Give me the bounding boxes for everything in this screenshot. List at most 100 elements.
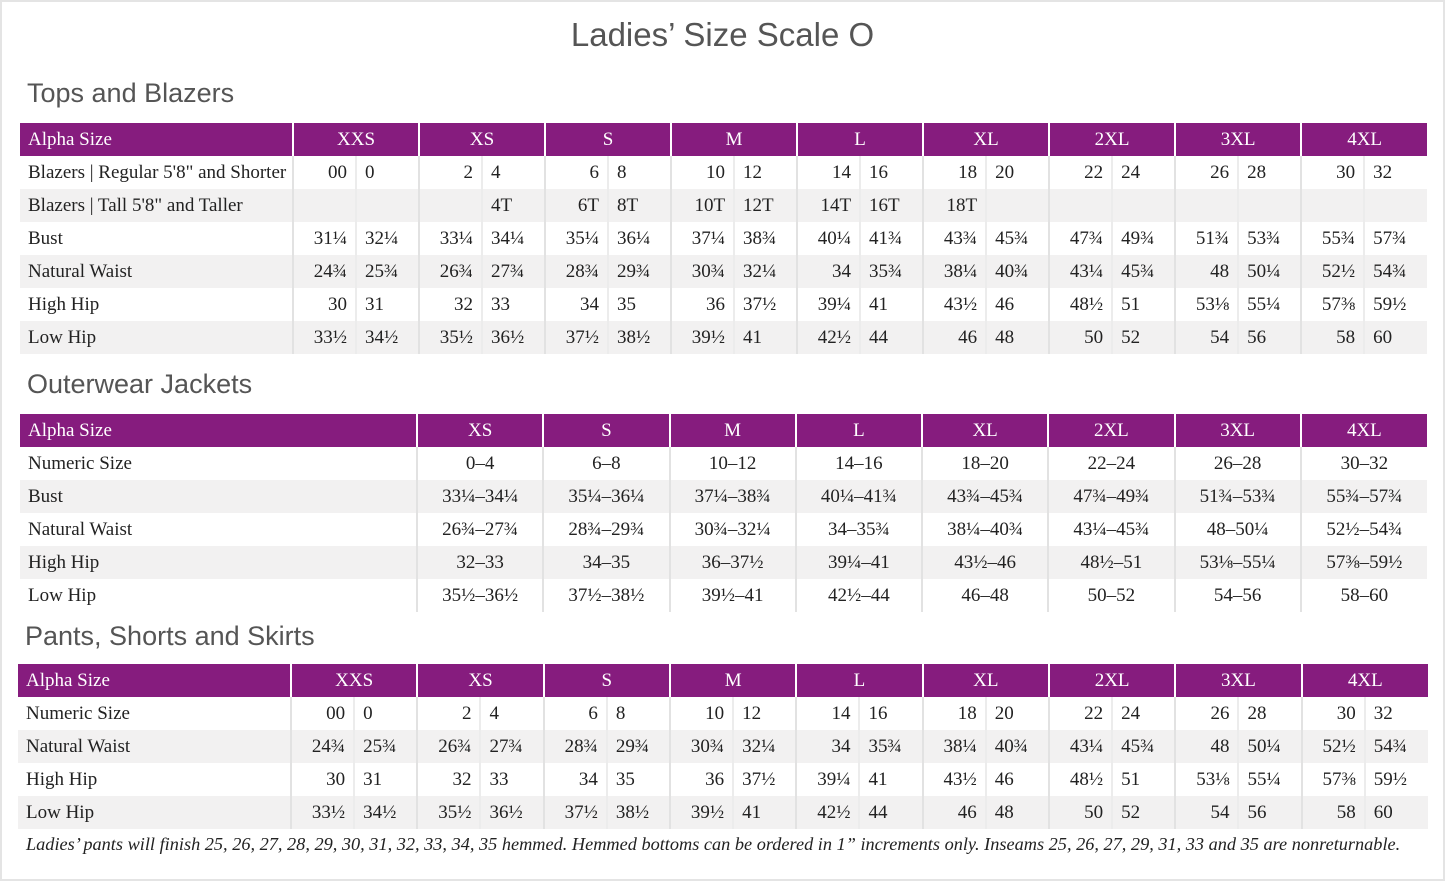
size-value-cell: 41¾ xyxy=(859,222,924,255)
size-column-header: S xyxy=(542,414,670,447)
size-value-cell: 34 xyxy=(544,288,609,321)
size-column-header: 3XL xyxy=(1174,664,1302,697)
section-heading-outerwear: Outerwear Jackets xyxy=(27,369,253,399)
size-column-header: 2XL xyxy=(1047,414,1175,447)
size-value-cell: 35¾ xyxy=(859,255,924,288)
size-value-cell: 36 xyxy=(668,763,734,796)
size-value-cell: 49¾ xyxy=(1111,222,1176,255)
table-row: Bust 31¼ 32¼ 33¼ 34¼ 35¼ 36¼ 37¼ 38¾ 40¼ 41¾ 43¾ 45¾… xyxy=(20,222,1428,255)
size-column-header: XXS xyxy=(289,664,418,697)
size-value-cell: 32 xyxy=(1363,156,1428,189)
size-value-cell: 14–16 xyxy=(794,447,922,480)
size-value-cell: 44 xyxy=(859,321,924,354)
size-value-cell xyxy=(985,189,1050,222)
size-value-cell: 43¼ xyxy=(1048,255,1113,288)
size-value-cell: 42½ xyxy=(795,796,860,829)
size-value-cell: 38¼ xyxy=(922,255,987,288)
size-value-cell: 58–60 xyxy=(1299,579,1427,612)
header-row: Alpha Size XXS XS S M L XL 2XL 3XL 4XL xyxy=(20,123,1428,156)
size-value-cell: 16T xyxy=(859,189,924,222)
tops-size-table: Alpha Size XXS XS S M L XL 2XL 3XL 4XL Blazers | R… xyxy=(20,123,1428,354)
size-value-cell: 35½ xyxy=(418,321,483,354)
size-value-cell: 43¼–45¾ xyxy=(1047,513,1175,546)
size-value-cell: 2 xyxy=(418,156,483,189)
size-column-header: XS xyxy=(418,123,546,156)
size-value-cell: 41 xyxy=(733,321,798,354)
size-value-cell: 46–48 xyxy=(920,579,1049,612)
size-value-cell: 33½ xyxy=(292,321,356,354)
size-value-cell: 32 xyxy=(1363,697,1428,730)
size-value-cell: 59½ xyxy=(1363,763,1428,796)
row-label: Low Hip xyxy=(18,796,291,829)
size-value-cell: 35¼ xyxy=(544,222,609,255)
size-value-cell: 28 xyxy=(1237,697,1302,730)
size-value-cell: 57⅜ xyxy=(1300,763,1365,796)
size-value-cell: 28¾–29¾ xyxy=(542,513,670,546)
table-row: High Hip 30 31 32 33 34 35 36 37½ 39¼ 41 43½ 46 48½ 51… xyxy=(18,763,1428,796)
size-value-cell: 54 xyxy=(1174,796,1239,829)
size-value-cell: 35¼–36¼ xyxy=(542,480,670,513)
size-value-cell: 39¼ xyxy=(796,288,861,321)
size-value-cell: 44 xyxy=(858,796,923,829)
size-value-cell: 25¾ xyxy=(354,255,420,288)
size-value-cell: 24 xyxy=(1111,697,1176,730)
size-value-cell: 55¾ xyxy=(1300,222,1365,255)
table-row: Natural Waist 24¾ 25¾ 26¾ 27¾ 28¾ 29¾ 30¾ 32¼ 34 3… xyxy=(20,255,1428,288)
size-value-cell: 14 xyxy=(796,156,861,189)
table-row: Low Hip 35½–36½ 37½–38½ 39½–41 42½–44 46–48 50… xyxy=(20,579,1427,612)
size-value-cell: 34¼ xyxy=(481,222,546,255)
size-value-cell: 30¾ xyxy=(670,255,735,288)
size-value-cell: 39½ xyxy=(668,796,734,829)
row-label: Bust xyxy=(28,227,63,249)
size-value-cell: 52½–54¾ xyxy=(1299,513,1427,546)
size-value-cell: 55¼ xyxy=(1237,288,1302,321)
row-label: Bust xyxy=(20,480,417,513)
size-value-cell: 18–20 xyxy=(920,447,1049,480)
size-value-cell xyxy=(1048,189,1113,222)
size-value-cell: 8 xyxy=(607,156,672,189)
size-value-cell: 40¾ xyxy=(984,730,1049,763)
size-value-cell: 51¾–53¾ xyxy=(1173,480,1301,513)
size-value-cell: 38½ xyxy=(605,796,670,829)
size-value-cell: 37½ xyxy=(544,321,609,354)
size-value-cell: 37½ xyxy=(542,796,607,829)
size-value-cell: 38¼–40¾ xyxy=(920,513,1049,546)
row-label: Blazers | Tall 5'8" and Taller xyxy=(20,189,293,222)
size-value-cell xyxy=(1363,189,1428,222)
size-value-cell: 26¾ xyxy=(418,255,483,288)
size-value-cell: 16 xyxy=(859,156,924,189)
row-label: Numeric Size xyxy=(28,452,132,474)
size-value-cell: 60 xyxy=(1363,321,1428,354)
size-value-cell: 35¾ xyxy=(858,730,923,763)
table-row: Natural Waist 24¾ 25¾ 26¾ 27¾ 28¾ 29¾ 30¾ 32¼ 34 3… xyxy=(18,730,1428,763)
size-value-cell: 48 xyxy=(1174,730,1239,763)
size-value-cell: 39½–41 xyxy=(668,579,796,612)
size-value-cell: 28¾ xyxy=(544,255,609,288)
size-value-cell: 53⅛ xyxy=(1174,288,1239,321)
size-value-cell: 48 xyxy=(1174,255,1239,288)
size-value-cell: 26–28 xyxy=(1173,447,1301,480)
size-column-header: L xyxy=(795,664,923,697)
table-row: Blazers | Regular 5'8" and Shorter 00 0 2 4 6… xyxy=(20,156,1428,189)
size-value-cell: 31 xyxy=(354,288,420,321)
size-column-header: XS xyxy=(416,664,544,697)
table-row: Bust 33¼–34¼ 35¼–36¼ 37¼–38¾ 40¼–41¾ 43¾–45¾ 4… xyxy=(20,480,1427,513)
size-value-cell: 33½ xyxy=(289,796,355,829)
size-value-cell: 32¼ xyxy=(733,255,798,288)
size-value-cell: 30¾ xyxy=(668,730,734,763)
size-value-cell: 34–35¾ xyxy=(794,513,922,546)
size-value-cell: 38¼ xyxy=(921,730,986,763)
row-label: Natural Waist xyxy=(18,730,291,763)
size-value-cell xyxy=(418,189,483,222)
size-value-cell: 36½ xyxy=(479,796,544,829)
alpha-size-header: Alpha Size xyxy=(20,414,417,447)
size-value-cell: 14 xyxy=(795,697,860,730)
size-value-cell: 37½ xyxy=(732,763,797,796)
size-value-cell: 36 xyxy=(670,288,735,321)
size-value-cell: 31 xyxy=(353,763,418,796)
table-row: Low Hip 33½ 34½ 35½ 36½ 37½ 38½ 39½ 41 42½ 44 46 48 5… xyxy=(18,796,1428,829)
row-label: Natural Waist xyxy=(20,255,293,288)
size-column-header: 2XL xyxy=(1048,123,1176,156)
size-value-cell: 48–50¼ xyxy=(1173,513,1301,546)
header-row: Alpha Size XS S M L XL 2XL 3XL 4XL xyxy=(20,414,1427,447)
